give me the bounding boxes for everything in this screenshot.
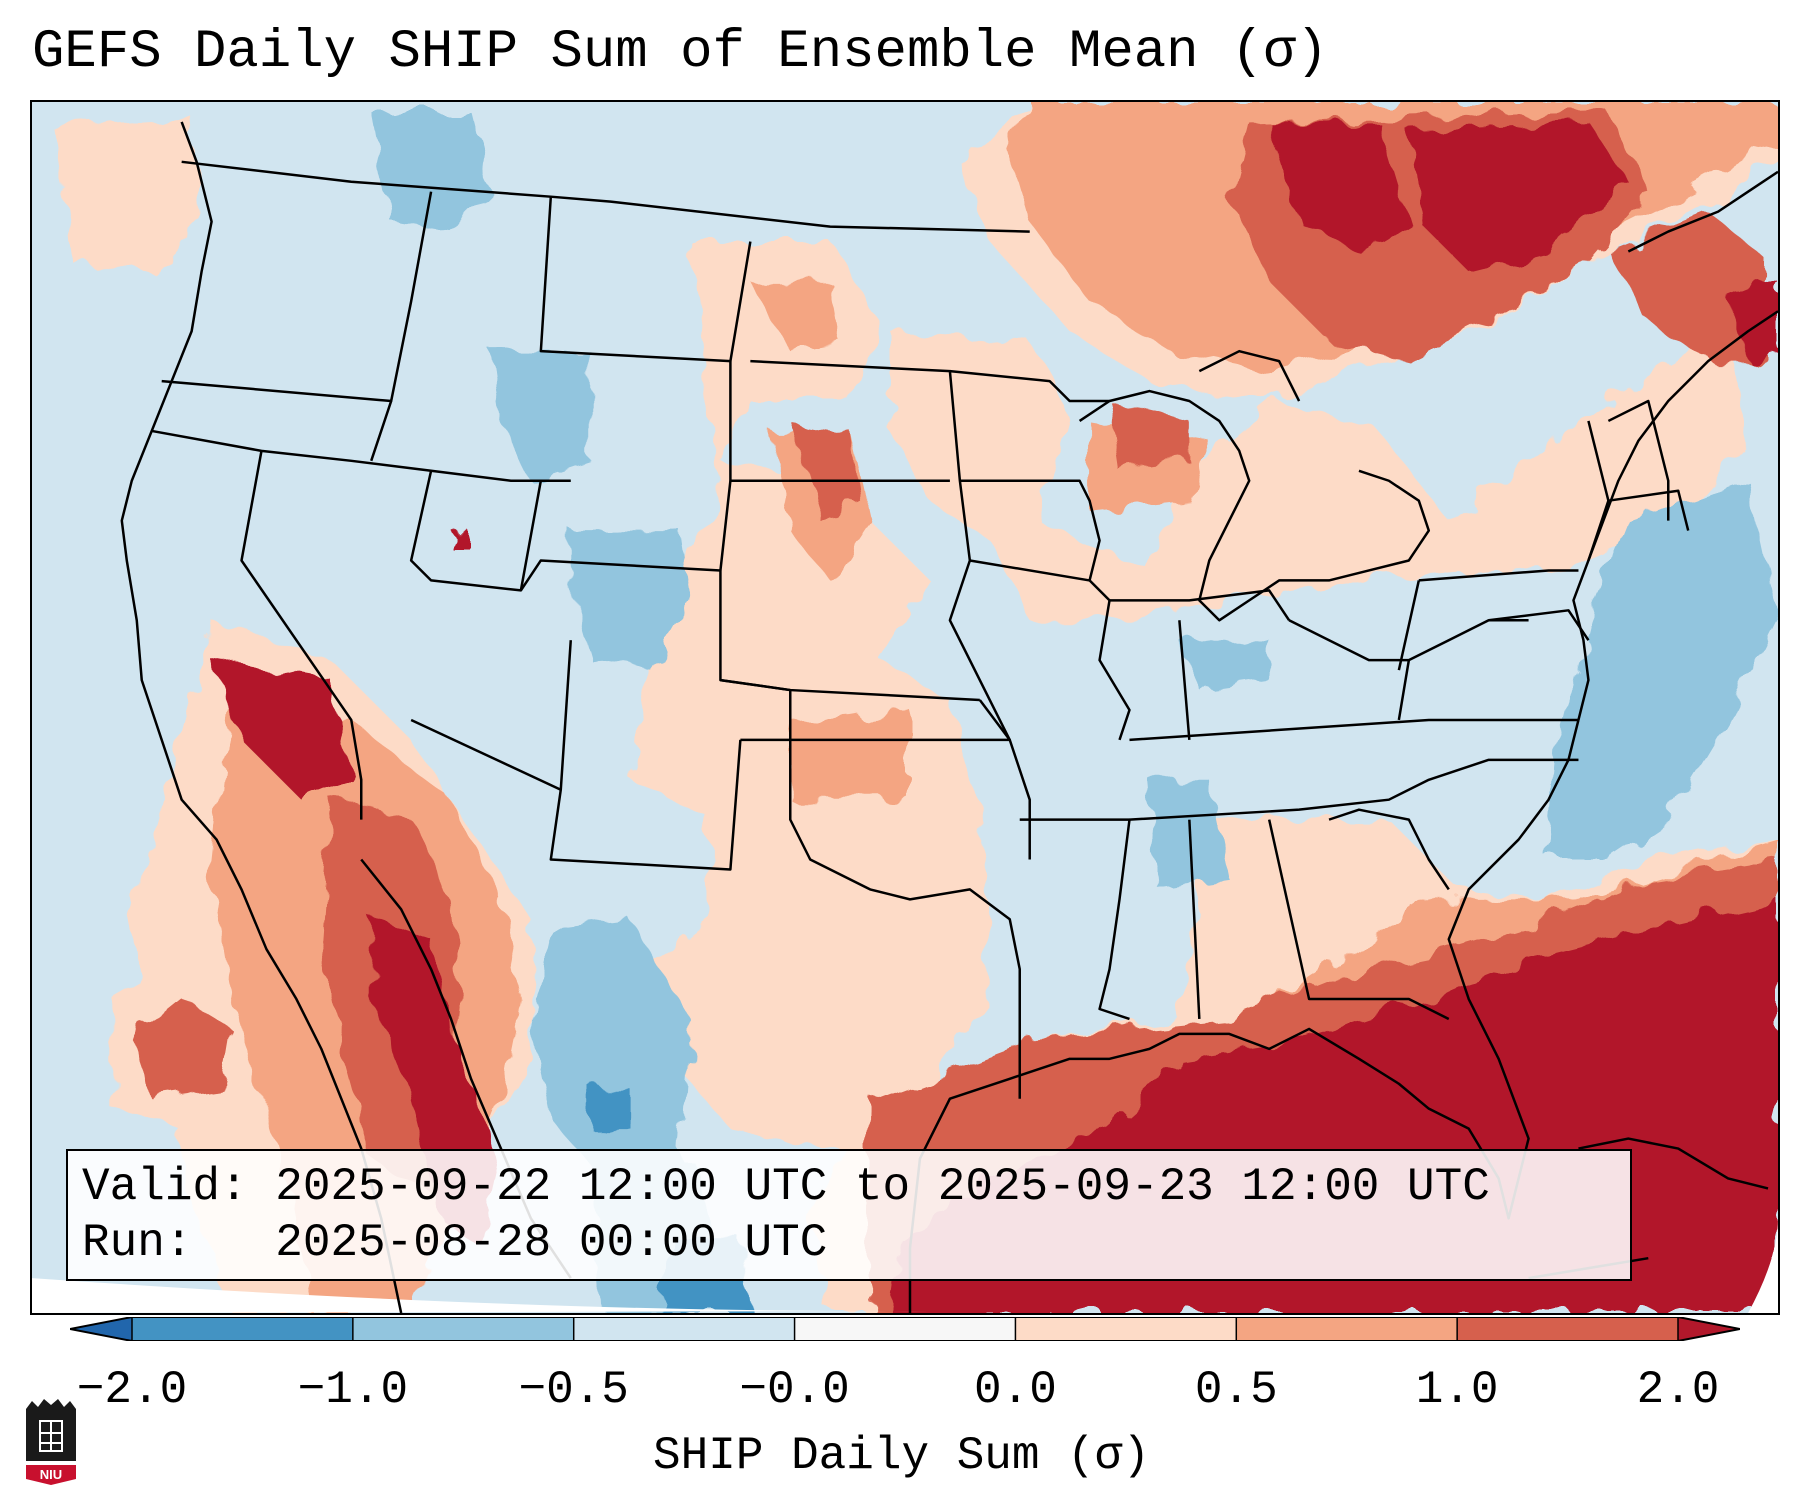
niu-logo-icon: NIU — [26, 1399, 76, 1485]
state-borders — [151, 160, 1690, 1099]
logo-text: NIU — [40, 1467, 62, 1482]
colorbar-bin — [794, 1317, 1016, 1341]
colorbar — [69, 1316, 1741, 1342]
colorbar-tick-label: 2.0 — [1636, 1364, 1720, 1416]
valid-run-info-box: Valid: 2025-09-22 12:00 UTC to 2025-09-2… — [66, 1149, 1632, 1281]
colorbar-bin — [132, 1317, 354, 1341]
colorbar-extend-low — [70, 1317, 132, 1341]
colorbar-bin — [1457, 1317, 1679, 1341]
colorbar-tick-label: 1.0 — [1415, 1364, 1499, 1416]
chart-title: GEFS Daily SHIP Sum of Ensemble Mean (σ) — [32, 22, 1329, 83]
colorbar-svg — [69, 1316, 1741, 1342]
colorbar-tick-label: −0.0 — [739, 1364, 850, 1416]
map-panel — [30, 100, 1780, 1315]
anomaly-field — [32, 102, 1778, 1313]
colorbar-tick-label: 0.5 — [1194, 1364, 1278, 1416]
outside-domain — [32, 1278, 930, 1313]
valid-time-text: Valid: 2025-09-22 12:00 UTC to 2025-09-2… — [82, 1161, 1490, 1213]
colorbar-bin — [352, 1317, 575, 1341]
niu-logo: NIU — [22, 1395, 80, 1487]
colorbar-bin — [1236, 1317, 1458, 1341]
colorbar-tick-label: −1.0 — [297, 1364, 409, 1416]
colorbar-bin — [1015, 1317, 1237, 1341]
map-canvas — [32, 102, 1778, 1313]
colorbar-extend-high — [1678, 1317, 1740, 1341]
colorbar-tick-label: −0.5 — [518, 1364, 629, 1416]
colorbar-tick-label: −2.0 — [76, 1364, 188, 1416]
colorbar-tick-label: 0.0 — [974, 1364, 1057, 1416]
colorbar-bin — [573, 1317, 796, 1341]
run-time-text: Run: 2025-08-28 00:00 UTC — [82, 1217, 828, 1269]
colorbar-label: SHIP Daily Sum (σ) — [653, 1430, 1150, 1482]
outside-domain-right — [1748, 1218, 1778, 1313]
